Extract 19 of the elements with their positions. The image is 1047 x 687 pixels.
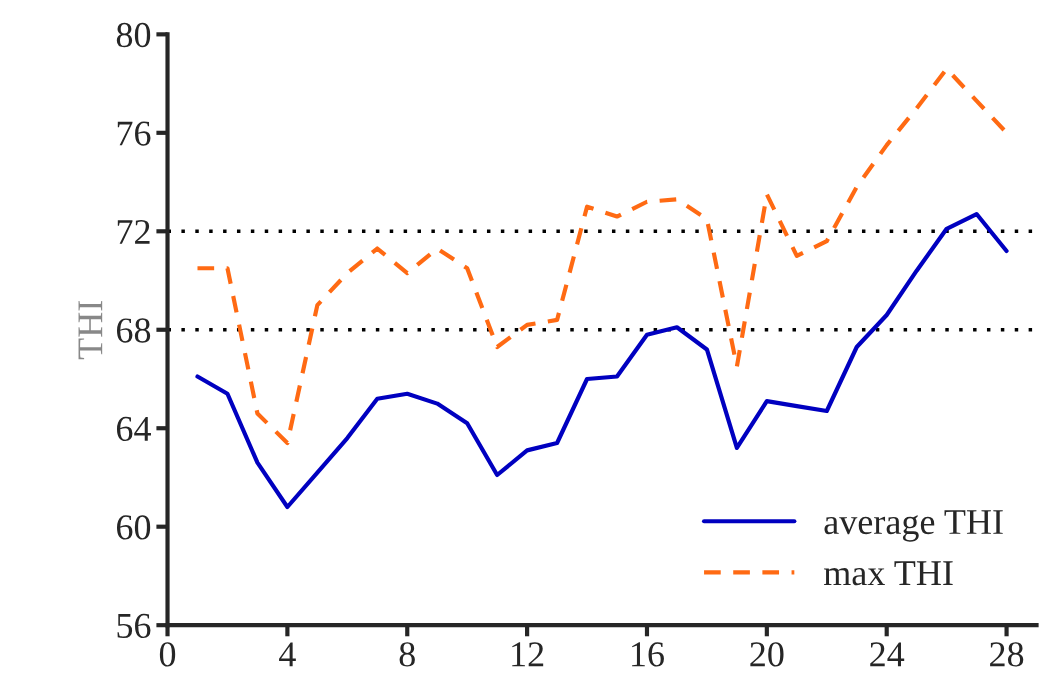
- x-tick-label: 20: [750, 642, 784, 667]
- y-tick-label: 68: [116, 318, 151, 343]
- x-tick-label: 4: [279, 642, 296, 667]
- legend-label: average THI: [824, 510, 1003, 542]
- line-series: [195, 211, 1009, 510]
- y-tick-label: 64: [116, 416, 151, 442]
- y-tick-label: 60: [116, 515, 151, 540]
- x-tick-label: 16: [632, 642, 664, 667]
- y-tick-label: 56: [117, 613, 151, 639]
- y-tick-label: 76: [117, 121, 151, 146]
- x-tick-label: 24: [870, 642, 905, 667]
- y-tick-label: 80: [116, 22, 151, 48]
- x-tick-label: 12: [512, 642, 544, 667]
- x-tick-label: 0: [159, 642, 176, 667]
- y-tick-label: 72: [117, 219, 150, 244]
- y-axis-title: THI: [78, 300, 103, 360]
- x-tick-label: 28: [990, 642, 1024, 667]
- legend-label: max THI: [823, 561, 953, 586]
- x-tick-label: 8: [399, 642, 415, 667]
